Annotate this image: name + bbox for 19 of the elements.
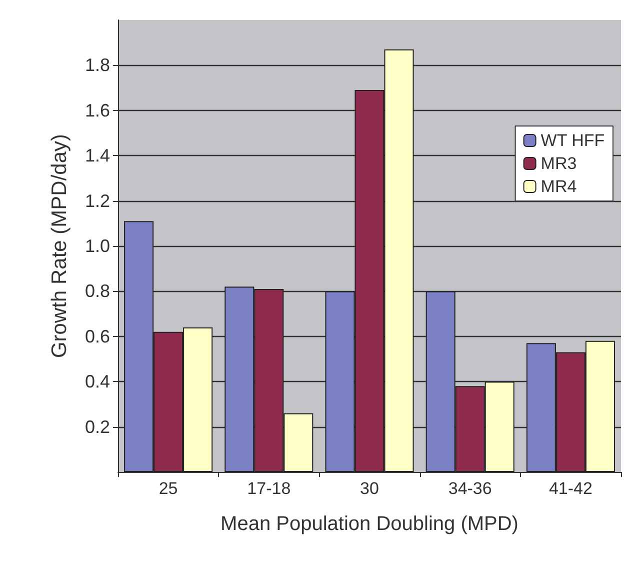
y-tick-label: 1.2: [84, 190, 110, 211]
x-tick-label: 30: [360, 479, 379, 498]
x-tick-label: 34-36: [448, 479, 492, 498]
y-tick-label: 1.8: [84, 55, 110, 76]
legend-label: WT HFF: [540, 131, 605, 150]
y-tick-label: 0.6: [84, 326, 110, 346]
legend-label: MR4: [540, 177, 577, 196]
legend-label: MR3: [540, 154, 577, 173]
x-tick-label: 41-42: [548, 479, 592, 498]
y-tick-label: 0.8: [84, 281, 110, 302]
y-tick-label: 0.4: [84, 372, 110, 392]
y-tick-label: 1.4: [84, 146, 110, 166]
x-tick-label: 25: [158, 479, 178, 498]
x-axis-title: Mean Population Doubling (MPD): [220, 513, 518, 535]
y-tick-label: 1.0: [84, 236, 110, 256]
y-tick-label: 0.2: [84, 416, 110, 437]
y-tick-label: 1.6: [84, 100, 110, 120]
x-tick-label: 17-18: [247, 479, 291, 498]
y-axis-title: Growth Rate (MPD/day): [48, 134, 71, 358]
